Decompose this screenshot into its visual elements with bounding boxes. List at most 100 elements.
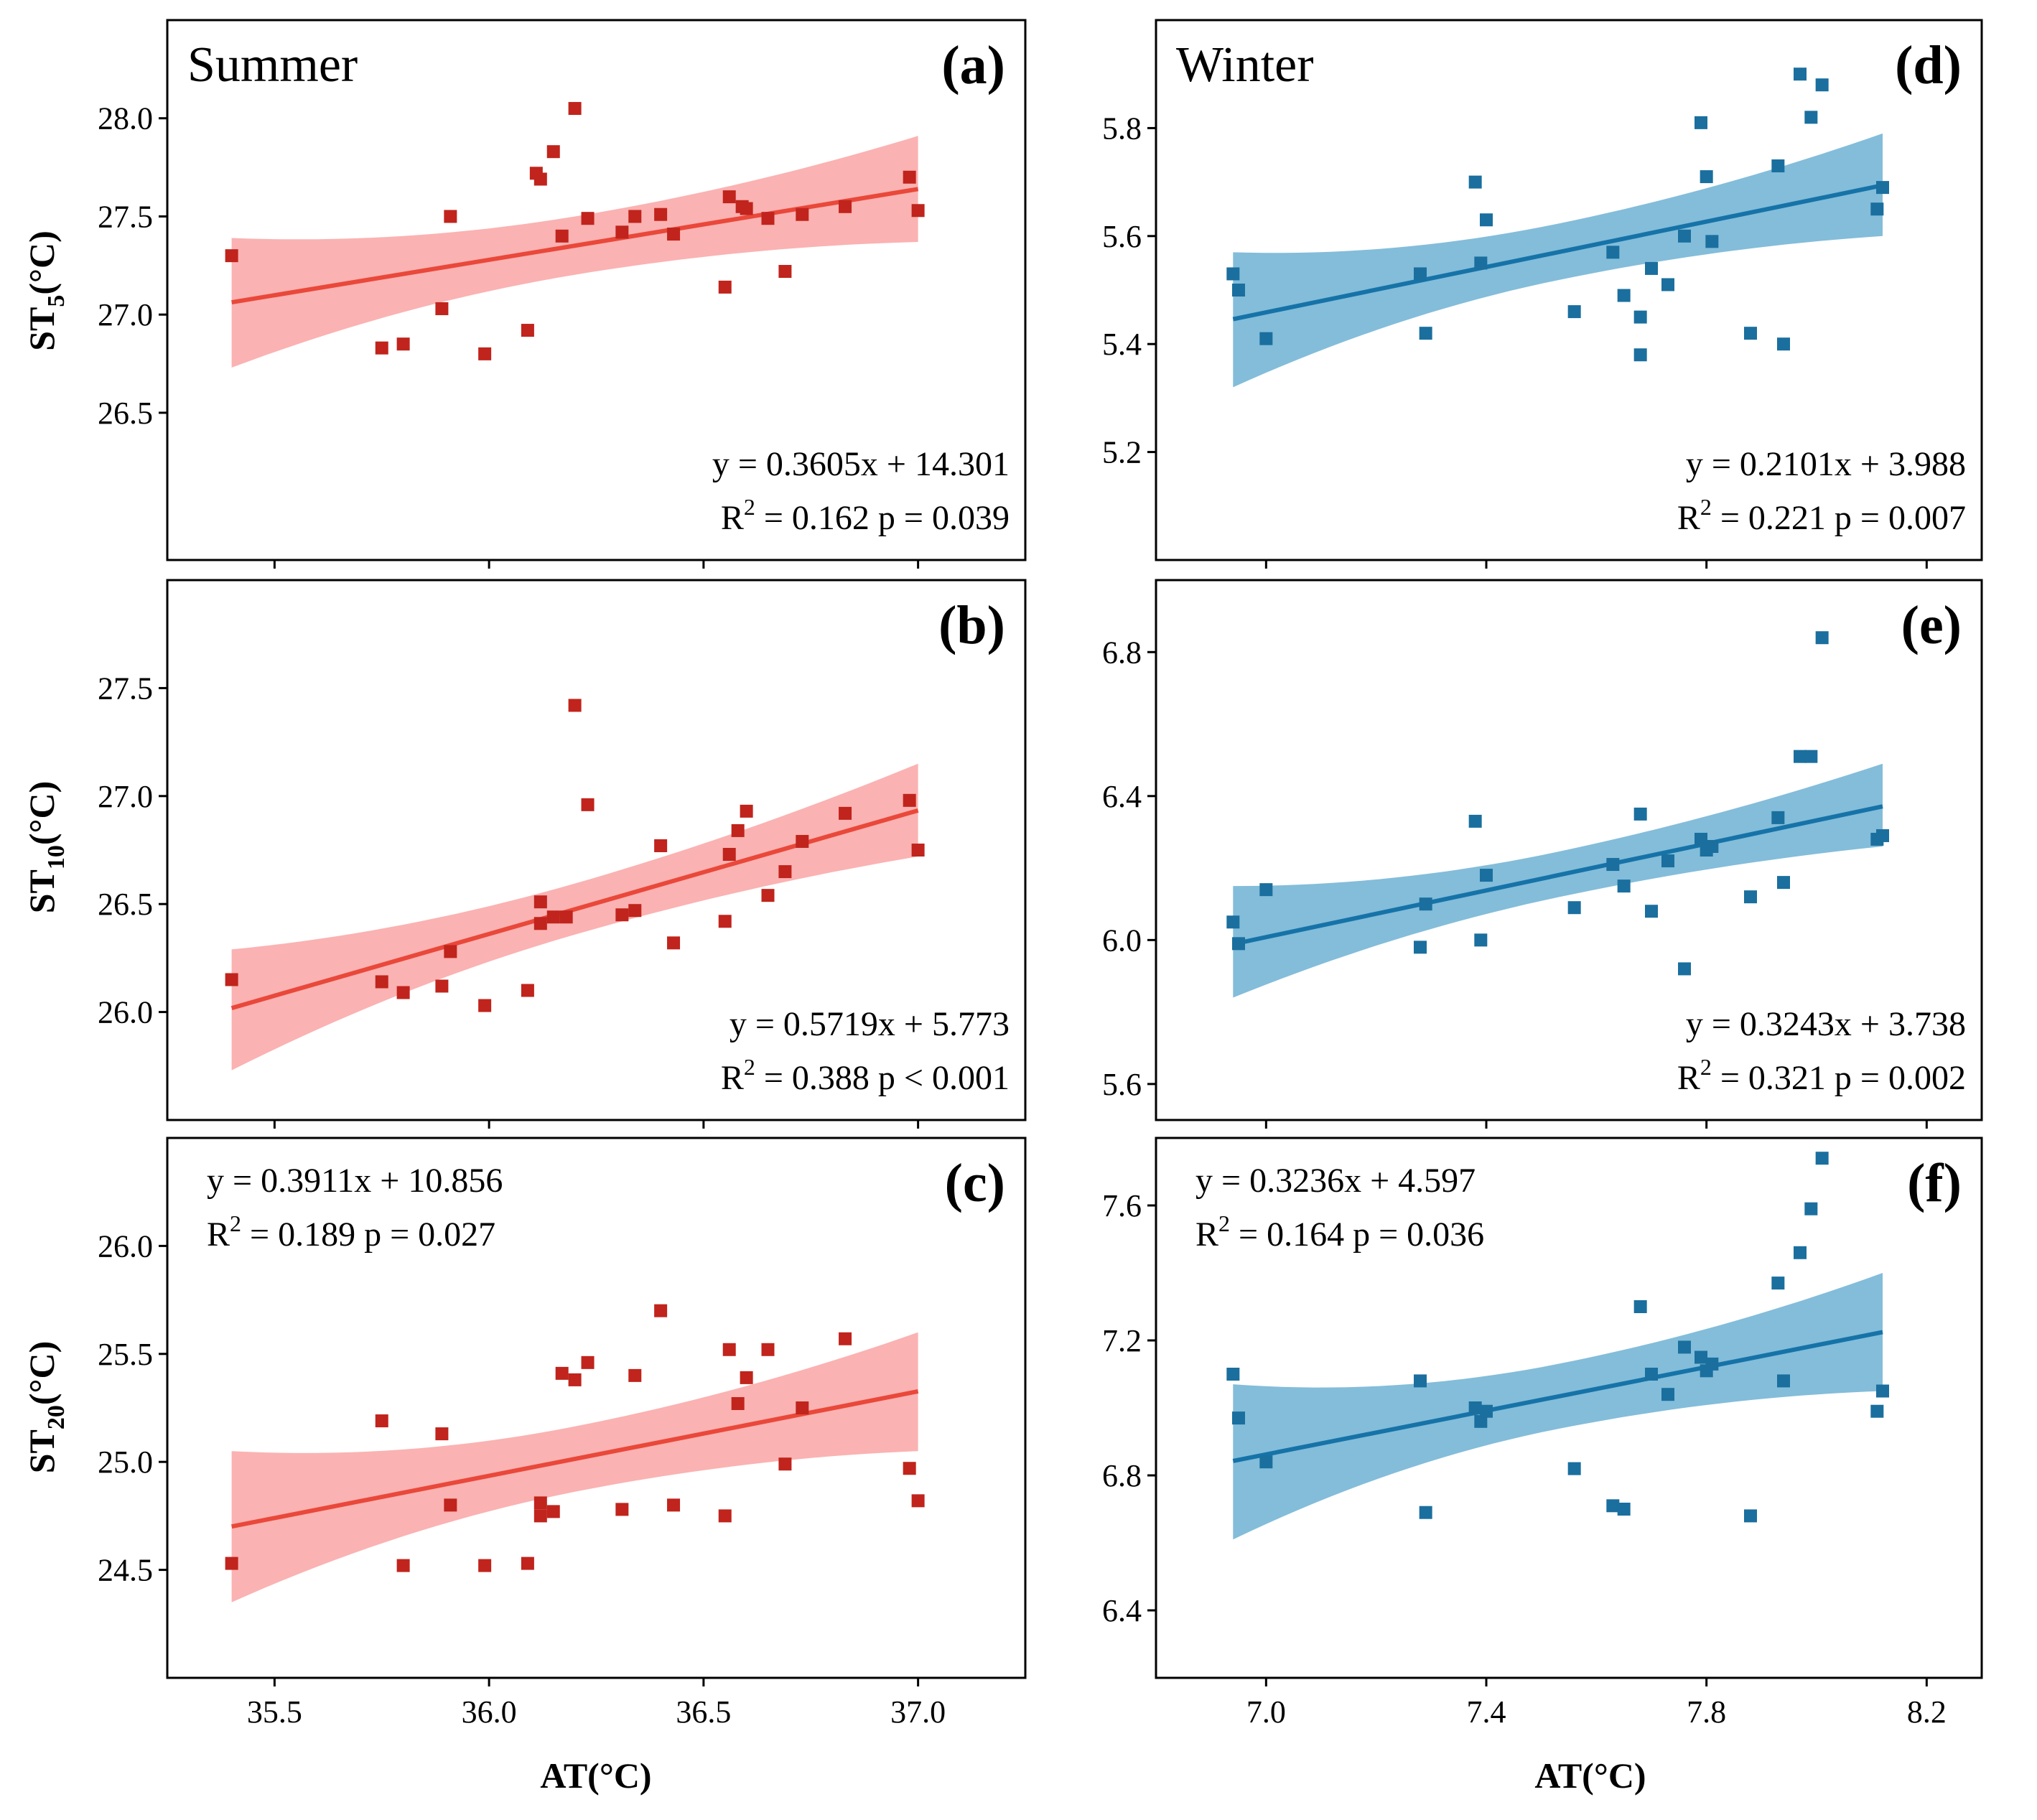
data-point [1226,1368,1240,1381]
data-point [375,975,388,989]
data-point [761,889,775,902]
plot-frame [166,19,1027,561]
data-point [1226,915,1240,929]
data-point [615,225,629,239]
data-point [555,1366,569,1380]
plot-frame [166,1137,1027,1679]
data-point [761,212,775,225]
x-tick-label: 7.0 [1246,1694,1286,1730]
svg-text:ST5(°C): ST5(°C) [22,230,70,351]
regression-line [1232,1330,1883,1463]
data-point [1633,1300,1647,1313]
y-tick-label: 6.4 [1102,779,1142,814]
data-point [731,823,745,837]
confidence-band [231,1332,918,1602]
data-point [396,986,410,999]
panels: 26.5 27.0 27.5 28.0 Summer (a) y = 0.3605x + 1… [98,19,1983,1730]
data-point [1695,1350,1707,1364]
data-point [559,910,573,924]
data-point [731,1396,745,1410]
data-point [628,210,642,223]
panel-label: (d) [1895,35,1962,95]
data-point [1744,327,1757,340]
data-point [1633,348,1647,362]
data-point [1804,750,1818,763]
data-point [1226,267,1240,281]
x-tick-label: 7.4 [1467,1694,1506,1730]
data-point [1771,811,1785,824]
data-point [1777,876,1790,890]
data-point [478,347,492,360]
data-point [1705,1357,1719,1371]
data-point [478,999,492,1012]
data-point [718,280,732,294]
data-point [546,1505,560,1518]
data-point [740,1371,753,1384]
data-point [718,915,732,928]
svg-text:ST20(°C): ST20(°C) [22,1341,70,1474]
y-tick-label: 27.5 [98,671,153,706]
data-point [568,699,582,712]
data-point [1678,1340,1691,1354]
data-point [718,1509,732,1523]
data-point [796,1401,809,1414]
data-point [1606,858,1620,872]
data-point [396,337,410,351]
data-point [1771,1277,1785,1290]
r2-p-value: R2 = 0.388 p < 0.001 [721,1054,1010,1097]
panel-a: 26.5 27.0 27.5 28.0 Summer (a) y = 0.3605x + 1… [98,19,1027,569]
data-point [778,265,792,279]
data-point [533,917,547,930]
data-point [1414,1374,1427,1388]
data-point [1567,1462,1581,1475]
y-tick-label: 25.0 [98,1445,153,1480]
data-point [1567,305,1581,319]
data-point [722,848,736,862]
panel-c: 24.5 25.0 25.5 26.0 35.5 36.0 36.5 37.0 (c) y = 0… [98,1137,1027,1730]
y-axis-title-st5: ST5(°C) [22,230,70,351]
y-tick-label: 26.0 [98,995,153,1030]
data-point [1480,213,1493,227]
data-point [581,798,595,811]
y-tick-label: 26.5 [98,396,153,431]
panel-label: (f) [1907,1153,1962,1213]
r2-p-value: R2 = 0.164 p = 0.036 [1195,1210,1484,1254]
y-tick-label: 26.5 [98,887,153,922]
season-label: Summer [187,37,358,93]
data-point [444,210,457,223]
data-point [1870,202,1884,216]
data-point [1661,278,1674,291]
x-tick-label: 8.2 [1907,1694,1947,1730]
data-point [1419,1506,1432,1519]
data-point [667,1498,681,1512]
data-point [796,834,809,848]
plot-frame [1155,19,1983,561]
y-tick-label: 24.5 [98,1553,153,1588]
data-point [1678,229,1691,243]
data-point [1705,235,1719,248]
panel-f: 6.4 6.8 7.2 7.6 7.0 7.4 7.8 8.2 (f) y = 0.3236x +… [1102,1137,1983,1730]
data-point [628,1368,642,1382]
x-axis-title-winter: AT(°C) [1534,1755,1646,1796]
data-point [740,804,753,818]
data-point [654,1304,668,1317]
data-point [654,839,668,852]
regression-equation: y = 0.5719x + 5.773 [730,1005,1010,1043]
data-point [1876,181,1889,195]
data-point [546,910,560,924]
data-point [654,207,668,221]
y-tick-label: 5.8 [1102,111,1142,146]
y-tick-label: 7.2 [1102,1323,1142,1358]
data-point [1259,332,1273,345]
confidence-band [231,136,918,368]
x-axis-title-summer: AT(°C) [540,1755,651,1796]
data-point [1259,883,1273,897]
x-tick-label: 35.5 [247,1694,302,1730]
data-point [1474,1414,1488,1428]
data-point [1777,1374,1790,1388]
data-point [444,1498,457,1512]
regression-equation: y = 0.3911x + 10.856 [207,1162,503,1200]
data-point [555,229,569,243]
data-point [1744,890,1757,904]
data-point [521,984,534,997]
